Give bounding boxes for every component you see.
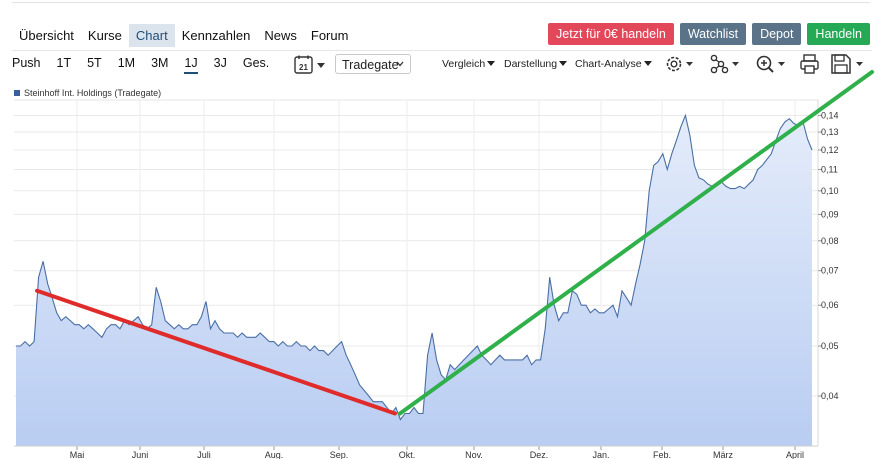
exchange-select[interactable]: Tradegate [335, 54, 411, 74]
uptrend-line [398, 69, 874, 416]
x-tick-label: Juni [132, 450, 149, 459]
x-tick-label: Nov. [465, 450, 483, 459]
tab-kurse[interactable]: Kurse [87, 28, 122, 43]
period-1j[interactable]: 1J [184, 56, 198, 74]
zoom-in-icon [756, 55, 785, 73]
x-tick-label: April [786, 450, 804, 459]
print-button[interactable] [799, 53, 821, 75]
calendar-day: 21 [299, 63, 308, 72]
x-tick-label: Juli [197, 450, 211, 459]
chart-legend: Steinhoff Int. Holdings (Tradegate) [14, 88, 161, 98]
tab-forum[interactable]: Forum [310, 28, 349, 43]
depot-button[interactable]: Depot [752, 23, 802, 45]
y-tick-label: 0,05 [821, 341, 839, 351]
y-tick-label: 0,14 [821, 110, 839, 120]
exchange-value: Tradegate [342, 58, 399, 72]
period-push[interactable]: Push [12, 56, 41, 70]
tab-news[interactable]: News [264, 28, 297, 43]
vergleich-label: Vergleich [442, 58, 486, 70]
print-icon [800, 54, 819, 74]
trade-free-button[interactable]: Jetzt für 0€ handeln [548, 23, 674, 45]
legend-swatch [14, 90, 20, 96]
chart-analyse-menu[interactable]: Chart-Analyse [575, 58, 652, 70]
y-tick-label: 0,13 [821, 127, 839, 137]
zoom-button[interactable] [754, 53, 788, 75]
downtrend-line [35, 288, 397, 416]
price-area [16, 115, 812, 446]
period-3j[interactable]: 3J [213, 56, 227, 70]
top-divider [12, 2, 870, 3]
calendar-picker[interactable]: 21 [294, 55, 328, 75]
chart-toolbar: Push 1T 5T 1M 3M 1J 3J Ges. 21 Tradegate Vergle… [12, 50, 872, 79]
main-nav: Übersicht Kurse Chart Kennzahlen News Forum [12, 24, 355, 47]
x-tick-label: Feb. [653, 450, 671, 459]
period-3m[interactable]: 3M [151, 56, 169, 70]
period-1t[interactable]: 1T [56, 56, 72, 70]
x-tick-label: Dez. [530, 450, 549, 459]
x-tick-label: Mai [70, 450, 85, 459]
y-tick-label: 0,09 [821, 209, 839, 219]
caret-down-icon [487, 61, 496, 66]
x-tick-label: Sep. [330, 450, 349, 459]
y-tick-label: 0,07 [821, 266, 839, 276]
tab--bersicht[interactable]: Übersicht [19, 28, 74, 43]
y-tick-label: 0,08 [821, 236, 839, 246]
period-ges[interactable]: Ges. [242, 56, 270, 70]
x-tick-label: Okt. [399, 450, 416, 459]
chart-analyse-label: Chart-Analyse [575, 58, 642, 70]
period-1m[interactable]: 1M [117, 56, 136, 70]
x-tick-label: März [713, 450, 733, 459]
period-selector: Push 1T 5T 1M 3M 1J 3J Ges. [12, 56, 285, 74]
darstellung-label: Darstellung [504, 58, 558, 70]
indicators-button[interactable] [708, 53, 742, 75]
x-tick-label: Jan. [592, 450, 609, 459]
settings-icon [666, 56, 693, 72]
calendar-icon: 21 [294, 55, 325, 74]
period-5t[interactable]: 5T [87, 56, 102, 70]
y-tick-label: 0,12 [821, 145, 839, 155]
darstellung-menu[interactable]: Darstellung [504, 58, 568, 70]
save-button[interactable] [830, 53, 866, 75]
y-tick-label: 0,04 [821, 391, 839, 401]
chevron-down-icon [396, 61, 404, 67]
action-buttons: Jetzt für 0€ handeln Watchlist Depot Han… [548, 23, 870, 45]
y-tick-label: 0,10 [821, 186, 839, 196]
x-tick-label: Aug. [265, 450, 284, 459]
legend-label: Steinhoff Int. Holdings (Tradegate) [24, 88, 162, 98]
network-icon [710, 54, 739, 74]
settings-button[interactable] [664, 53, 696, 75]
vergleich-menu[interactable]: Vergleich [442, 58, 496, 70]
caret-down-icon [643, 61, 652, 66]
save-icon [831, 54, 863, 74]
tab-kennzahlen[interactable]: Kennzahlen [181, 28, 251, 43]
y-tick-label: 0,11 [821, 164, 838, 174]
caret-down-icon [559, 61, 568, 66]
handeln-button[interactable]: Handeln [807, 23, 870, 45]
tab-chart[interactable]: Chart [128, 24, 175, 47]
y-tick-label: 0,06 [821, 300, 839, 310]
watchlist-button[interactable]: Watchlist [679, 23, 747, 45]
